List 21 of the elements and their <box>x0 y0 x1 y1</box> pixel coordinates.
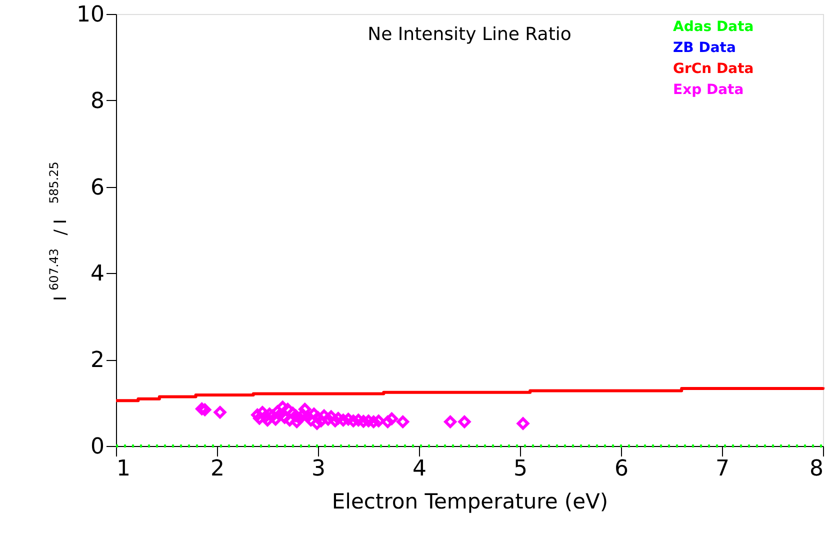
x-tick-label: 2 <box>210 456 224 482</box>
text: GrCn Data <box>673 61 754 77</box>
legend-label: ZB Data <box>673 40 736 56</box>
x-tick-label: 8 <box>810 456 824 482</box>
x-tick-label: 3 <box>312 456 326 482</box>
y-tick-label: 2 <box>90 348 104 374</box>
text: Adas Data <box>673 19 754 35</box>
x-tick-label: 5 <box>514 456 528 482</box>
y-tick-label: 0 <box>90 434 104 460</box>
y-tick-label: 8 <box>90 88 104 114</box>
y-tick-label: 4 <box>90 262 104 287</box>
x-tick-label: 4 <box>412 456 426 482</box>
x-axis-title: Electron Temperature (eV) <box>332 490 608 514</box>
y-tick-label: 10 <box>76 2 104 28</box>
y-axis-title: I607.43 / I585.25 <box>47 162 71 301</box>
x-tick-label: 1 <box>116 456 130 482</box>
text: Ne Intensity Line Ratio <box>368 24 572 45</box>
text: Exp Data <box>673 82 744 98</box>
x-tick-label: 7 <box>716 456 730 482</box>
y-tick-label: 6 <box>90 175 104 200</box>
x-tick-label: 6 <box>614 456 628 482</box>
